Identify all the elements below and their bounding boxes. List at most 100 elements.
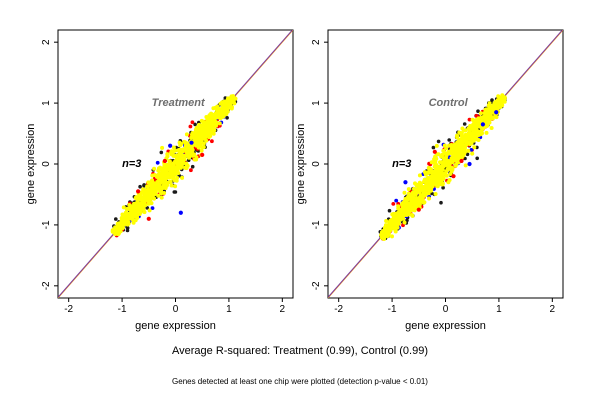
data-point — [461, 151, 466, 156]
data-point — [387, 208, 392, 213]
data-point — [131, 213, 136, 218]
data-point — [418, 194, 423, 199]
data-point — [173, 184, 178, 189]
data-point — [133, 210, 138, 215]
data-point — [150, 178, 155, 183]
data-point — [466, 148, 471, 153]
data-point — [225, 105, 230, 110]
data-point — [124, 215, 129, 220]
data-point — [171, 145, 176, 150]
data-point — [207, 116, 212, 121]
data-point — [476, 109, 480, 113]
x-tick-label: 0 — [443, 304, 449, 315]
data-point — [449, 156, 454, 161]
data-point — [110, 228, 115, 233]
data-point — [193, 122, 197, 127]
data-point — [436, 139, 441, 144]
data-point — [146, 189, 151, 194]
outlier-point-blue — [168, 143, 173, 148]
x-tick-label: -1 — [118, 304, 127, 315]
data-point — [210, 139, 214, 144]
data-point — [129, 216, 134, 221]
data-point — [156, 166, 161, 171]
data-point — [173, 172, 177, 177]
data-point — [186, 153, 191, 158]
x-axis-label: gene expression — [405, 320, 486, 332]
data-point — [173, 190, 178, 194]
data-point — [475, 156, 480, 161]
data-point — [462, 122, 467, 126]
data-point — [131, 220, 136, 225]
data-point — [195, 139, 200, 144]
data-point — [205, 123, 210, 127]
data-point — [479, 111, 483, 116]
data-point — [159, 195, 164, 200]
data-point — [446, 149, 451, 154]
data-point — [413, 206, 418, 211]
data-point — [385, 224, 390, 229]
data-point — [414, 183, 419, 188]
data-point — [423, 193, 428, 198]
data-point — [427, 185, 432, 190]
data-point — [468, 140, 473, 145]
y-tick-label: 2 — [41, 39, 52, 45]
data-point — [138, 210, 143, 215]
data-point — [455, 135, 460, 140]
data-point — [146, 180, 151, 185]
data-point — [152, 185, 157, 190]
outlier-point-blue — [178, 210, 183, 215]
y-tick-label: -2 — [311, 281, 322, 290]
data-point — [429, 182, 434, 187]
data-point — [490, 98, 494, 102]
data-point — [129, 207, 134, 212]
data-point — [486, 103, 491, 108]
outlier-point-blue — [189, 140, 194, 145]
data-point — [431, 179, 436, 184]
data-point — [405, 218, 409, 223]
data-point — [489, 126, 494, 130]
data-point — [406, 191, 411, 196]
data-point — [192, 132, 197, 137]
x-tick-label: 2 — [280, 304, 286, 315]
data-point — [180, 175, 185, 180]
data-point — [183, 140, 188, 145]
data-point — [405, 208, 410, 213]
data-point — [452, 142, 457, 147]
data-point — [405, 203, 410, 208]
data-point — [126, 212, 131, 217]
data-point — [440, 181, 445, 186]
yellow-points — [110, 94, 238, 237]
panel-title: Control — [429, 97, 469, 109]
data-point — [201, 141, 206, 146]
data-point — [167, 159, 172, 164]
data-point — [406, 187, 411, 192]
data-point — [176, 148, 181, 153]
data-point — [460, 147, 465, 152]
plot-area — [328, 30, 563, 298]
data-point — [394, 198, 399, 203]
data-point — [391, 211, 396, 216]
data-point — [484, 119, 489, 124]
y-axis-label: gene expression — [295, 124, 307, 205]
data-point — [210, 120, 215, 125]
data-point — [150, 173, 155, 178]
data-point — [179, 142, 184, 146]
data-point — [439, 200, 443, 205]
r-squared-caption: Average R-squared: Treatment (0.99), Con… — [172, 345, 428, 357]
plot-area — [58, 30, 293, 298]
data-point — [200, 135, 205, 140]
y-tick-label: 2 — [311, 39, 322, 45]
data-point — [221, 113, 226, 118]
data-point — [152, 166, 157, 171]
data-point — [169, 149, 174, 154]
y-tick-label: 1 — [41, 100, 52, 106]
data-point — [447, 143, 452, 148]
data-point — [215, 115, 219, 120]
data-point — [423, 170, 428, 175]
data-point — [220, 108, 225, 113]
data-point — [444, 146, 449, 151]
data-point — [138, 184, 142, 189]
data-point — [417, 173, 422, 178]
data-point — [169, 183, 174, 188]
data-point — [173, 148, 177, 153]
